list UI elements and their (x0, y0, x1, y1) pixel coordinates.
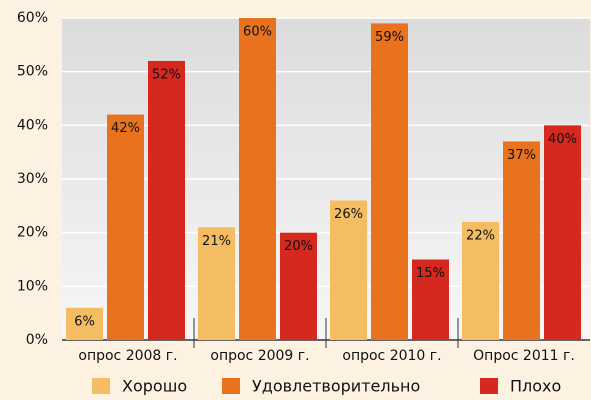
data-label: 26% (334, 207, 363, 222)
bar (503, 141, 540, 340)
legend-swatch (480, 378, 498, 394)
bar (198, 227, 235, 340)
bar (371, 23, 408, 340)
y-tick-label: 30% (17, 171, 48, 187)
y-tick-label: 50% (17, 64, 48, 80)
x-tick-label: опрос 2010 г. (342, 348, 441, 364)
y-tick-label: 10% (17, 278, 48, 294)
y-tick-label: 40% (17, 117, 48, 133)
data-label: 6% (74, 314, 95, 329)
bar (412, 259, 449, 340)
legend-label: Удовлетворительно (252, 377, 420, 396)
bar (462, 221, 499, 340)
y-tick-label: 20% (17, 225, 48, 241)
bar (107, 114, 144, 340)
data-label: 22% (466, 228, 495, 243)
data-label: 40% (548, 132, 577, 147)
x-tick-label: опрос 2009 г. (210, 348, 309, 364)
bar (148, 60, 185, 340)
data-label: 52% (152, 67, 181, 82)
data-label: 59% (375, 30, 404, 45)
x-tick-label: Опрос 2011 г. (473, 348, 575, 364)
x-tick-label: опрос 2008 г. (78, 348, 177, 364)
bar (66, 307, 103, 340)
bar (280, 232, 317, 340)
data-label: 15% (416, 266, 445, 281)
data-label: 42% (111, 121, 140, 136)
legend-swatch (92, 378, 110, 394)
legend-swatch (222, 378, 240, 394)
data-label: 21% (202, 234, 231, 249)
bar (544, 125, 581, 340)
bar (239, 18, 276, 340)
bar (330, 200, 367, 340)
data-label: 20% (284, 239, 313, 254)
legend-label: Хорошо (122, 377, 187, 396)
data-label: 60% (243, 25, 272, 40)
y-tick-label: 60% (17, 10, 48, 26)
legend-label: Плохо (510, 377, 561, 396)
y-tick-label: 0% (26, 332, 48, 348)
data-label: 37% (507, 148, 536, 163)
